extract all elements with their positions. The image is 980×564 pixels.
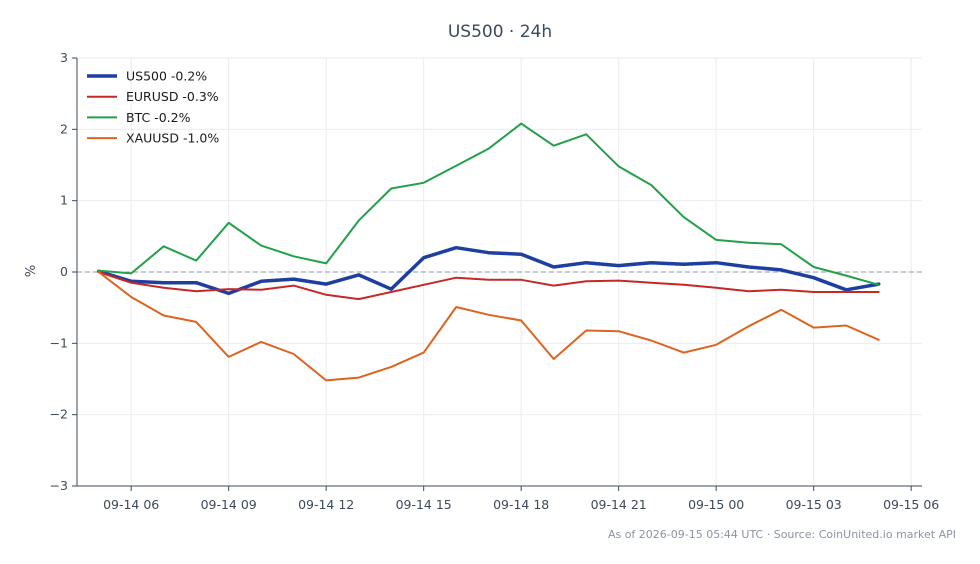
x-tick-label: 09-14 09 [201,497,257,512]
y-tick-label: −1 [50,335,68,350]
legend-label: US500 -0.2% [126,69,207,84]
series-line-eurusd [97,271,880,301]
y-tick-label: −2 [50,407,68,422]
x-tick-label: 09-15 00 [688,497,744,512]
series-line-xauusd [97,271,880,382]
x-tick-label: 09-15 03 [786,497,842,512]
series-group [96,122,881,382]
y-axis-label: % [24,265,39,277]
legend-label: EURUSD -0.3% [126,89,219,104]
legend: US500 -0.2% EURUSD -0.3% BTC -0.2% XAUUSD -… [87,69,219,146]
series-line-btc [97,122,880,286]
x-tick-label: 09-14 21 [591,497,647,512]
x-ticks: 09-14 06 09-14 09 09-14 12 09-14 15 09-14 18… [103,486,939,512]
y-tick-label: 0 [60,264,68,279]
legend-label: XAUUSD -1.0% [126,131,219,146]
y-tick-label: 2 [60,121,68,136]
x-tick-label: 09-14 18 [493,497,549,512]
grid [77,57,922,487]
y-ticks: −3 −2 −1 0 1 2 3 [50,50,77,493]
legend-label: BTC -0.2% [126,110,191,125]
x-tick-label: 09-14 15 [396,497,452,512]
series-line-us500 [96,245,881,296]
chart-title: US500 · 24h [448,22,552,42]
y-tick-label: 1 [60,193,68,208]
x-tick-label: 09-15 06 [883,497,939,512]
x-tick-label: 09-14 12 [298,497,354,512]
source-footer: As of 2026-09-15 05:44 UTC · Source: Coi… [608,528,956,541]
y-tick-label: −3 [50,478,68,493]
y-tick-label: 3 [60,50,68,65]
x-tick-label: 09-14 06 [103,497,159,512]
